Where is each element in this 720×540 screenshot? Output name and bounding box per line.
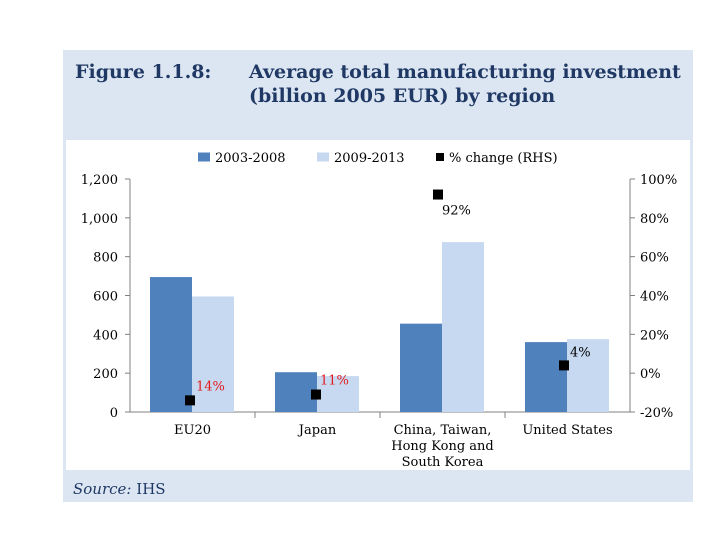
legend-swatch — [198, 152, 210, 162]
bar-2003-2008 — [150, 277, 192, 412]
right-tick-label: -20% — [640, 406, 673, 421]
pct-change-label: 92% — [442, 204, 471, 219]
bar-2003-2008 — [525, 342, 567, 412]
left-tick-label: 600 — [93, 290, 118, 305]
pct-change-label: 4% — [570, 345, 591, 360]
pct-change-marker — [433, 189, 443, 200]
source-label: Source: — [73, 480, 132, 498]
pct-change-label: 14% — [196, 379, 225, 394]
legend-label: % change (RHS) — [449, 151, 558, 166]
markers — [185, 189, 569, 406]
bar-2009-2013 — [567, 339, 609, 412]
left-tick-label: 0 — [110, 406, 118, 421]
pct-change-marker — [185, 395, 195, 406]
left-tick-label: 200 — [93, 367, 118, 382]
labels: EU20 Japan China, Taiwan,Hong Kong andSout… — [174, 204, 613, 470]
category-label: South Korea — [402, 455, 484, 470]
left-tick-label: 800 — [93, 251, 118, 266]
bar-2003-2008 — [400, 323, 442, 412]
bar-2003-2008 — [275, 372, 317, 412]
figure-title: Average total manufacturing investment (… — [249, 61, 681, 107]
pct-change-marker — [559, 360, 569, 371]
legend-label: 2009-2013 — [334, 151, 405, 166]
right-tick-label: 20% — [640, 328, 669, 343]
right-tick-label: 100% — [640, 173, 677, 188]
bar-2009-2013 — [317, 376, 359, 412]
left-tick-label: 400 — [93, 328, 118, 343]
category-label: Japan — [297, 423, 337, 438]
bar-2009-2013 — [192, 296, 234, 412]
right-tick-label: 80% — [640, 212, 669, 227]
category-label: Hong Kong and — [391, 439, 493, 454]
category-label: United States — [522, 423, 612, 438]
pct-change-label: 11% — [320, 374, 349, 389]
right-tick-label: 40% — [640, 290, 669, 305]
category-label: EU20 — [174, 423, 211, 438]
pct-change-marker — [311, 389, 321, 400]
legend-swatch — [436, 153, 444, 161]
legend: 2003-2008 2009-2013 % change (RHS) — [198, 151, 558, 166]
source-note: Source: IHS — [73, 480, 166, 498]
left-tick-label: 1,200 — [81, 173, 118, 188]
right-tick-label: 0% — [640, 367, 661, 382]
bars — [150, 242, 609, 412]
legend-label: 2003-2008 — [215, 151, 286, 166]
left-tick-label: 1,000 — [81, 212, 118, 227]
legend-swatch — [317, 152, 329, 162]
right-tick-label: 60% — [640, 251, 669, 266]
bar-2009-2013 — [442, 242, 484, 412]
category-label: China, Taiwan, — [394, 423, 492, 438]
figure-label: Figure 1.1.8: — [75, 61, 212, 83]
source-value: IHS — [136, 480, 166, 498]
